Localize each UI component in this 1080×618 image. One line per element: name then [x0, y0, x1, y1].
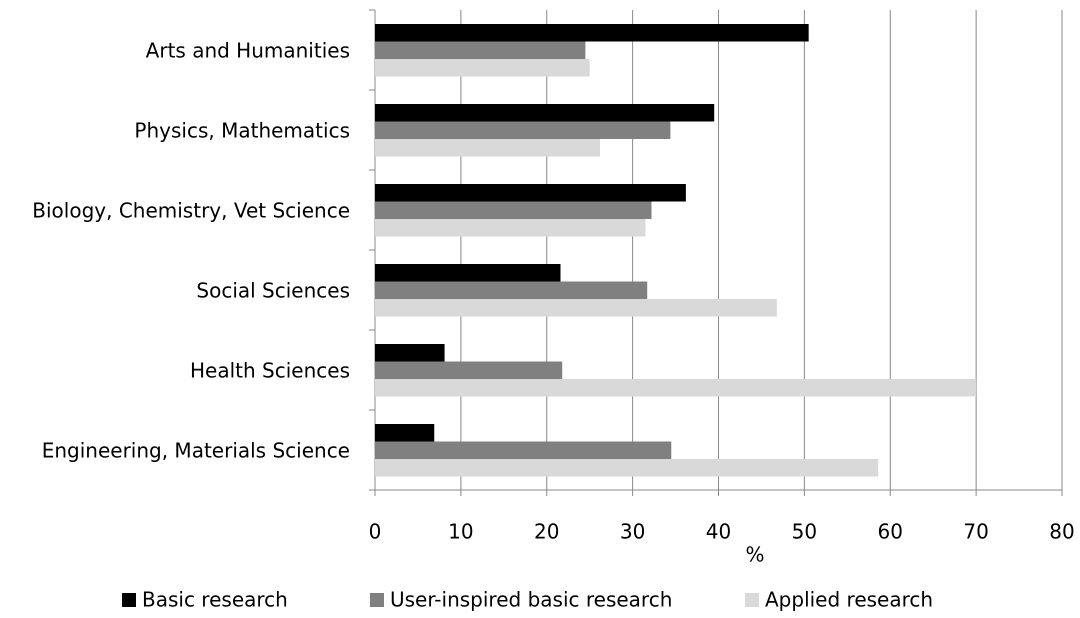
legend-label: Applied research: [765, 588, 933, 612]
y-tick-label: Biology, Chemistry, Vet Science: [32, 199, 350, 223]
bar: [375, 201, 652, 219]
legend-swatch: [745, 593, 759, 607]
bar: [375, 264, 561, 282]
bar: [375, 184, 686, 202]
legend-label: Basic research: [142, 588, 288, 612]
x-tick-label: 50: [792, 520, 817, 544]
x-tick-label: 30: [620, 520, 645, 544]
legend-swatch: [122, 593, 136, 607]
bar: [375, 121, 671, 139]
bar: [375, 459, 879, 477]
bar: [375, 379, 977, 397]
x-tick-label: 70: [963, 520, 988, 544]
bar: [375, 41, 586, 59]
y-tick-label: Arts and Humanities: [146, 39, 350, 63]
y-tick-label: Physics, Mathematics: [134, 119, 350, 143]
bar: [375, 441, 672, 459]
bar: [375, 24, 809, 42]
bar: [375, 424, 435, 442]
bar: [375, 281, 648, 299]
y-tick-label: Engineering, Materials Science: [42, 439, 350, 463]
bar: [375, 139, 600, 157]
legend-swatch: [370, 593, 384, 607]
bar: [375, 104, 715, 122]
x-tick-label: 80: [1049, 520, 1074, 544]
y-tick-label: Social Sciences: [196, 279, 350, 303]
x-tick-label: 20: [534, 520, 559, 544]
x-tick-label: 0: [369, 520, 382, 544]
y-tick-label: Health Sciences: [190, 359, 350, 383]
x-tick-label: 10: [448, 520, 473, 544]
legend-label: User-inspired basic research: [390, 588, 672, 612]
bar: [375, 219, 646, 237]
x-axis-label: %: [745, 543, 764, 567]
bar: [375, 59, 590, 77]
bar: [375, 361, 563, 379]
bar: [375, 344, 445, 362]
x-tick-label: 40: [706, 520, 731, 544]
x-tick-label: 60: [878, 520, 903, 544]
bar: [375, 299, 777, 317]
